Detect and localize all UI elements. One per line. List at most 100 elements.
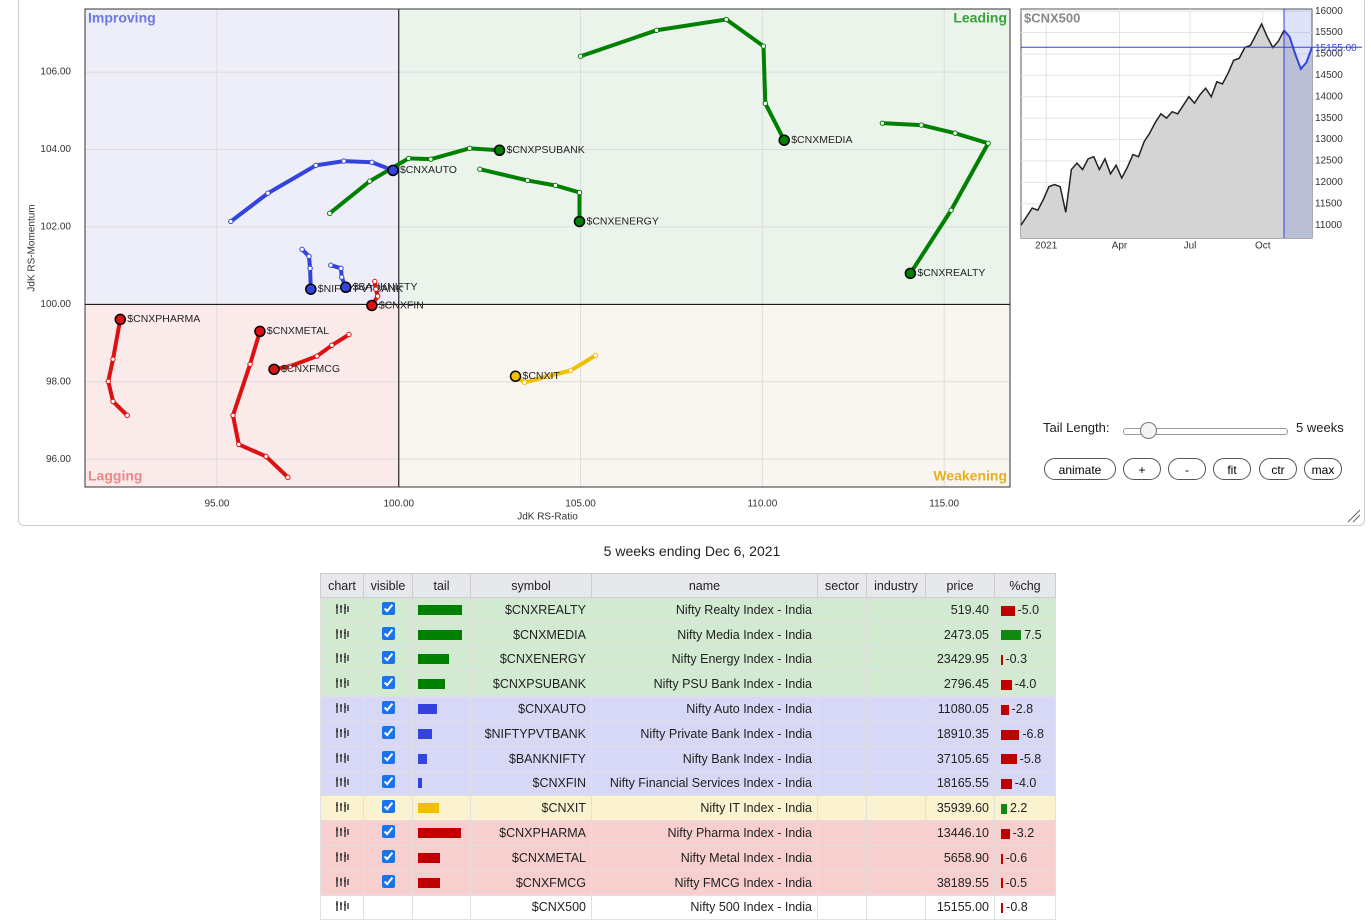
visible-checkbox[interactable]	[381, 750, 395, 764]
column-header: visible	[363, 573, 413, 598]
tail-bar	[418, 852, 440, 863]
y-tick-label: 15000	[1315, 49, 1343, 60]
tail-bar	[418, 679, 445, 690]
tail-point	[373, 286, 379, 292]
name-cell: Nifty Private Bank Index - India	[591, 720, 818, 747]
chg-label: -4.0	[1014, 776, 1037, 791]
tail-point	[299, 246, 305, 253]
chart-icon[interactable]	[335, 653, 349, 664]
name-cell: Nifty Energy Index - India	[591, 646, 818, 673]
button[interactable]: ctr	[1259, 458, 1297, 480]
price-cell: 38189.55	[925, 869, 995, 896]
name-cell: Nifty Auto Index - India	[591, 696, 818, 722]
tail-cell	[412, 745, 471, 772]
chg-label: -6.8	[1022, 726, 1044, 741]
x-tick-label: 100.00	[383, 499, 414, 510]
chart-icon[interactable]	[335, 777, 349, 788]
chart-icon[interactable]	[335, 678, 349, 689]
tail-line	[327, 146, 502, 216]
tail-point	[879, 120, 886, 126]
series-label: $CNXAUTO	[400, 164, 457, 176]
slider-thumb[interactable]	[1140, 422, 1157, 439]
visible-checkbox[interactable]	[381, 800, 395, 814]
visible-checkbox[interactable]	[381, 651, 395, 665]
chart-icon[interactable]	[335, 802, 349, 813]
visible-checkbox[interactable]	[381, 626, 395, 640]
series-label: $CNXREALTY	[917, 267, 985, 279]
symbol-cell: $CNXIT	[470, 795, 592, 822]
chg-cell: -4.0	[994, 671, 1056, 698]
quadrant	[85, 9, 399, 305]
table-row: $CNX500 Nifty 500 Index - India 15155.00 -0…	[320, 894, 1056, 920]
visible-checkbox[interactable]	[381, 825, 395, 839]
sector-cell	[817, 894, 867, 920]
symbol-cell: $BANKNIFTY	[470, 745, 592, 772]
tail-line	[880, 121, 991, 276]
chart-icon[interactable]	[335, 851, 349, 862]
tail-point	[374, 293, 381, 299]
button[interactable]: max	[1304, 458, 1342, 480]
button[interactable]: -	[1168, 458, 1206, 480]
price-cell: 35939.60	[925, 795, 995, 822]
price-cell: 37105.65	[925, 745, 995, 772]
chg-label: -0.8	[1006, 900, 1028, 915]
visible-checkbox[interactable]	[381, 701, 395, 715]
visible-checkbox[interactable]	[381, 725, 395, 739]
resize-grip	[1347, 509, 1361, 523]
tail-window	[1284, 9, 1312, 238]
head-point	[387, 164, 399, 177]
price-cell: 5658.90	[925, 844, 995, 871]
table-row: $NIFTYPVTBANK Nifty Private Bank Index - …	[320, 720, 1056, 747]
quadrant-label: Improving	[88, 10, 156, 26]
visible-checkbox[interactable]	[381, 874, 395, 888]
y-tick-label: 100.00	[40, 299, 71, 310]
price-cell: 2796.45	[925, 671, 995, 698]
tail-point	[329, 342, 335, 349]
symbol-cell: $CNXMETAL	[470, 844, 592, 871]
industry-cell	[866, 894, 926, 920]
visible-checkbox[interactable]	[381, 676, 395, 690]
button[interactable]: fit	[1213, 458, 1251, 480]
slider-track[interactable]	[1123, 428, 1288, 435]
visible-checkbox[interactable]	[381, 775, 395, 789]
table-row: $CNXREALTY Nifty Realty Index - India 519.…	[320, 597, 1056, 623]
tail-point	[285, 474, 291, 481]
quadrant-label: Weakening	[933, 468, 1007, 484]
chart-icon[interactable]	[335, 876, 349, 887]
chart-icon[interactable]	[335, 901, 349, 912]
head-point	[573, 215, 586, 228]
chg-cell: 7.5	[994, 621, 1056, 648]
tail-point	[369, 159, 375, 165]
chart-icon[interactable]	[335, 827, 349, 838]
chg-label: -0.5	[1005, 875, 1028, 890]
visible-checkbox[interactable]	[381, 601, 395, 615]
chart-icon[interactable]	[335, 752, 349, 763]
tail-bar	[418, 604, 462, 615]
price-cell: 23429.95	[925, 646, 995, 673]
tail-point	[948, 207, 954, 213]
table-row: $CNXIT Nifty IT Index - India 35939.60 2.2	[320, 795, 1056, 822]
industry-cell	[866, 869, 926, 896]
chart-icon[interactable]	[335, 703, 349, 714]
chart-icon[interactable]	[335, 603, 349, 614]
tail-point	[263, 453, 269, 460]
sector-cell	[817, 720, 867, 747]
tail-bar	[418, 654, 449, 665]
y-tick-label: 12000	[1315, 177, 1343, 188]
chart-icon[interactable]	[335, 628, 349, 639]
head-point	[366, 299, 378, 312]
tail-cell	[412, 820, 471, 846]
chart-icon[interactable]	[335, 727, 349, 738]
tail-line	[578, 17, 787, 143]
button[interactable]: animate	[1044, 458, 1116, 480]
button[interactable]: +	[1123, 458, 1161, 480]
sector-cell	[817, 696, 867, 722]
sector-cell	[817, 671, 867, 698]
x-tick-label: Oct	[1255, 241, 1271, 252]
y-tick-label: 11500	[1315, 198, 1343, 209]
tail-point	[265, 190, 271, 196]
tail-point	[521, 379, 528, 386]
visible-checkbox[interactable]	[381, 849, 395, 863]
y-tick-label: 11000	[1315, 220, 1343, 231]
